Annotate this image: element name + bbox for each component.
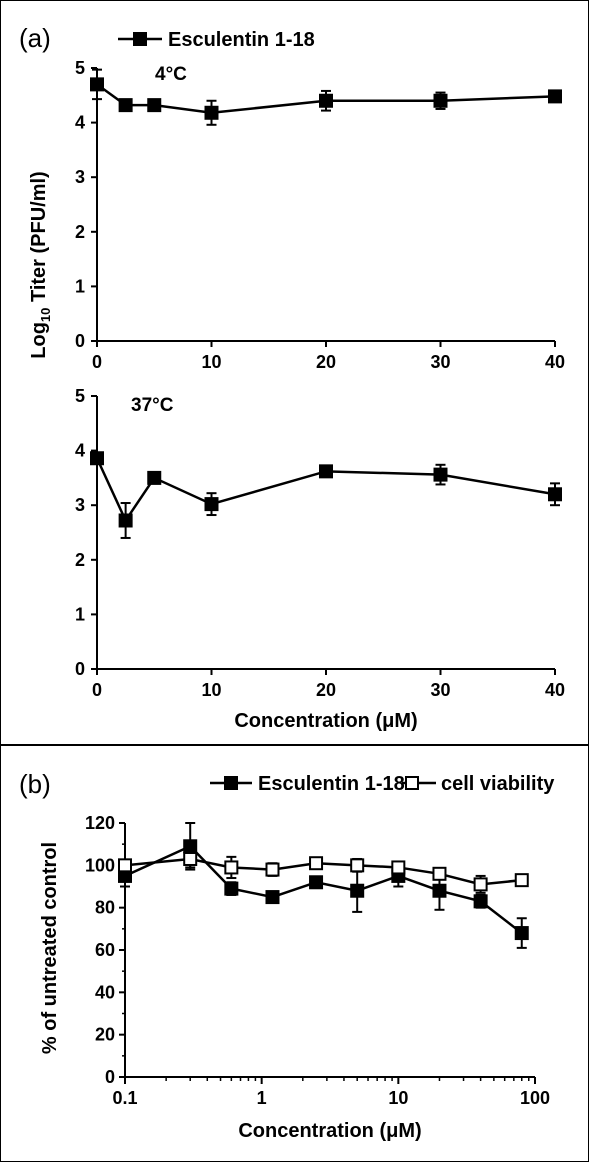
b-y-tick-label: 0 <box>105 1067 115 1087</box>
b-data-point-1 <box>514 873 529 888</box>
a1-y-tick-label: 4 <box>75 441 85 461</box>
b-x-tick-label: 100 <box>520 1088 550 1108</box>
legend-b2-label: cell viability <box>441 773 555 795</box>
legend-b1-marker <box>224 776 238 790</box>
a1-y-tick-label: 5 <box>75 386 85 406</box>
a1-x-tick-label: 10 <box>201 680 221 700</box>
a-y-axis-title-log: Log <box>28 322 50 359</box>
b-x-tick-label: 1 <box>257 1088 267 1108</box>
a-y-axis-title: Log10 Titer (PFU/ml) <box>28 171 53 358</box>
b-y-tick-label: 80 <box>95 898 115 918</box>
b-data-point-1 <box>265 862 280 877</box>
legend-b2-marker <box>405 776 419 790</box>
a-x-axis-title: Concentration (μM) <box>234 710 417 732</box>
b-data-point-1 <box>224 860 239 875</box>
b-data-point-1 <box>183 851 198 866</box>
a1-y-tick-label: 1 <box>75 604 85 624</box>
a-y-axis-title-subscript: 10 <box>38 308 53 322</box>
a0-annotation: 4°C <box>155 64 187 85</box>
b-y-tick-label: 20 <box>95 1025 115 1045</box>
a1-data-point <box>90 451 104 466</box>
b-data-point-0 <box>473 894 488 909</box>
a1-x-tick-label: 30 <box>430 680 450 700</box>
a0-y-tick-label: 1 <box>75 276 85 296</box>
b-data-point-1 <box>391 860 406 875</box>
b-data-point-1 <box>309 856 324 871</box>
a0-y-tick-label: 4 <box>75 113 85 133</box>
b-data-point-1 <box>350 858 365 873</box>
a0-x-tick-label: 0 <box>92 352 102 372</box>
a0-x-tick-label: 10 <box>201 352 221 372</box>
a1-data-point <box>204 497 219 512</box>
a1-data-point <box>548 487 562 502</box>
a1-x-tick-label: 40 <box>545 680 565 700</box>
a0-x-tick-label: 20 <box>316 352 336 372</box>
a1-annotation: 37°C <box>131 395 174 416</box>
a1-y-tick-label: 2 <box>75 550 85 570</box>
a1-data-point <box>147 470 162 485</box>
a0-y-tick-label: 0 <box>75 331 85 351</box>
a1-x-tick-label: 0 <box>92 680 102 700</box>
b-y-tick-label: 60 <box>95 940 115 960</box>
b-data-point-0 <box>350 883 365 898</box>
b-data-point-0 <box>514 926 529 941</box>
b-y-tick-label: 120 <box>85 813 115 833</box>
legend-b1-label: Esculentin 1-18 <box>258 773 405 795</box>
a1-y-tick-label: 3 <box>75 495 85 515</box>
b-y-tick-label: 40 <box>95 982 115 1002</box>
a1-data-point <box>118 513 133 528</box>
a0-x-tick-label: 30 <box>430 352 450 372</box>
b-data-point-1 <box>118 858 132 873</box>
legend-a-label: Esculentin 1-18 <box>168 29 315 51</box>
b-series-line-0 <box>124 844 523 935</box>
a1-x-tick-label: 20 <box>316 680 336 700</box>
a0-data-point <box>319 93 333 108</box>
a0-data-point <box>204 105 219 120</box>
a0-data-point <box>147 98 162 113</box>
b-data-point-0 <box>309 875 324 890</box>
b-x-axis-title: Concentration (μM) <box>238 1120 421 1142</box>
a0-x-tick-label: 40 <box>545 352 565 372</box>
b-data-point-0 <box>432 883 447 898</box>
panel-label-a: (a) <box>19 23 51 53</box>
a0-y-tick-label: 2 <box>75 222 85 242</box>
a-y-axis-title-rest: Titer (PFU/ml) <box>28 171 50 307</box>
b-y-axis-title: % of untreated control <box>39 842 61 1054</box>
panel-label-b: (b) <box>19 769 51 799</box>
a0-data-point <box>548 89 562 104</box>
a1-data-point <box>319 464 333 479</box>
a0-data-point <box>90 77 104 92</box>
b-x-tick-label: 0.1 <box>112 1088 137 1108</box>
a0-y-tick-label: 5 <box>75 58 85 78</box>
a0-data-point <box>433 93 448 108</box>
a0-y-tick-label: 3 <box>75 167 85 187</box>
a1-data-point <box>433 467 448 482</box>
b-y-tick-label: 100 <box>85 855 115 875</box>
a1-y-tick-label: 0 <box>75 659 85 679</box>
b-data-point-0 <box>224 881 239 896</box>
a0-data-point <box>118 98 133 113</box>
b-data-point-0 <box>265 890 280 905</box>
b-series-line-1 <box>124 857 522 886</box>
b-data-point-1 <box>473 877 488 892</box>
legend-a-marker <box>133 32 147 46</box>
b-data-point-1 <box>432 866 447 881</box>
b-x-tick-label: 10 <box>388 1088 408 1108</box>
